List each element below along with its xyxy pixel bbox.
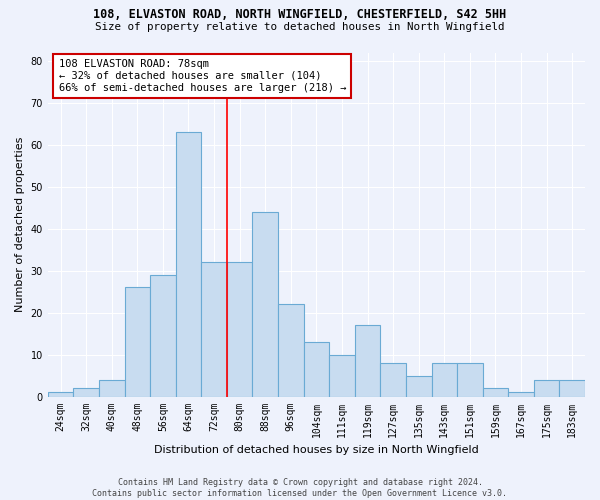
- Text: Size of property relative to detached houses in North Wingfield: Size of property relative to detached ho…: [95, 22, 505, 32]
- Bar: [355, 325, 380, 396]
- Bar: [329, 354, 355, 397]
- Bar: [278, 304, 304, 396]
- Text: Contains HM Land Registry data © Crown copyright and database right 2024.
Contai: Contains HM Land Registry data © Crown c…: [92, 478, 508, 498]
- Bar: [304, 342, 329, 396]
- Bar: [457, 363, 482, 396]
- X-axis label: Distribution of detached houses by size in North Wingfield: Distribution of detached houses by size …: [154, 445, 479, 455]
- Bar: [176, 132, 201, 396]
- Bar: [559, 380, 585, 396]
- Bar: [253, 212, 278, 396]
- Bar: [125, 288, 150, 397]
- Bar: [150, 275, 176, 396]
- Bar: [534, 380, 559, 396]
- Bar: [48, 392, 73, 396]
- Bar: [99, 380, 125, 396]
- Bar: [406, 376, 431, 396]
- Bar: [73, 388, 99, 396]
- Bar: [508, 392, 534, 396]
- Text: 108, ELVASTON ROAD, NORTH WINGFIELD, CHESTERFIELD, S42 5HH: 108, ELVASTON ROAD, NORTH WINGFIELD, CHE…: [94, 8, 506, 20]
- Bar: [201, 262, 227, 396]
- Text: 108 ELVASTON ROAD: 78sqm
← 32% of detached houses are smaller (104)
66% of semi-: 108 ELVASTON ROAD: 78sqm ← 32% of detach…: [59, 60, 346, 92]
- Bar: [380, 363, 406, 396]
- Bar: [227, 262, 253, 396]
- Y-axis label: Number of detached properties: Number of detached properties: [15, 137, 25, 312]
- Bar: [431, 363, 457, 396]
- Bar: [482, 388, 508, 396]
